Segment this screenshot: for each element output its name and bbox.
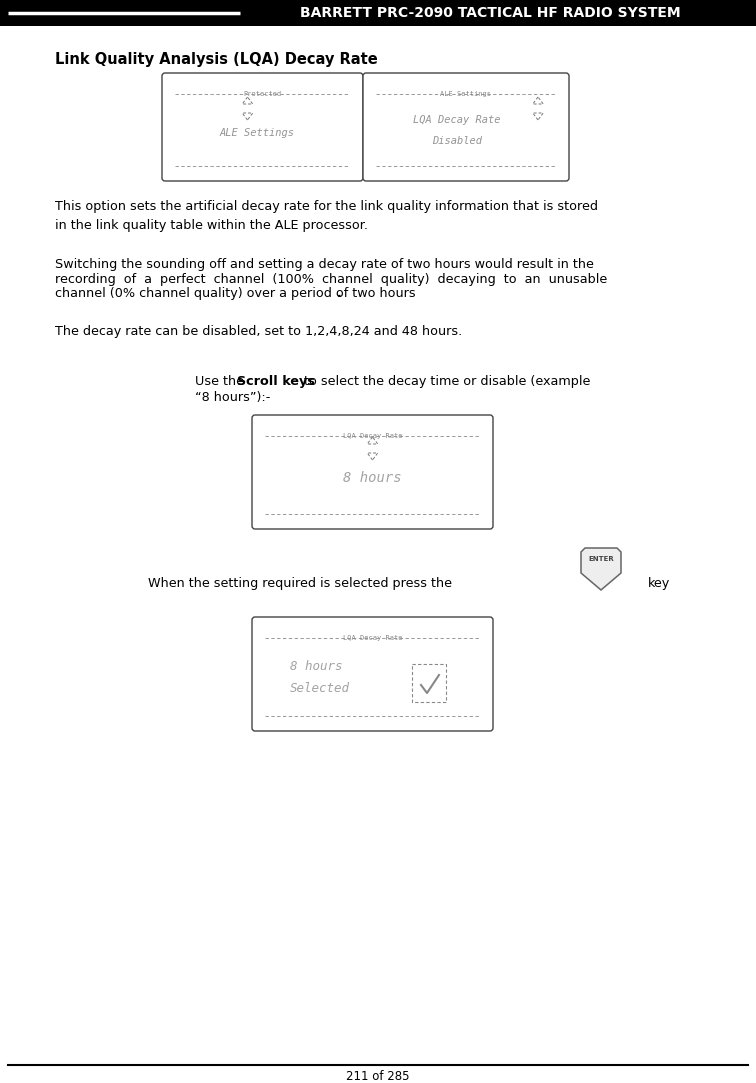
- Text: Disabled: Disabled: [432, 136, 482, 146]
- Text: channel (0% channel quality) over a period of two hours: channel (0% channel quality) over a peri…: [55, 287, 416, 300]
- Text: ALE Settings: ALE Settings: [220, 128, 295, 138]
- Text: key: key: [648, 576, 671, 589]
- Text: ENTER: ENTER: [588, 556, 614, 562]
- Text: Selected: Selected: [290, 681, 350, 694]
- Text: When the setting required is selected press the: When the setting required is selected pr…: [148, 576, 452, 589]
- FancyBboxPatch shape: [252, 415, 493, 529]
- Polygon shape: [581, 548, 621, 590]
- FancyBboxPatch shape: [0, 0, 756, 26]
- Text: BARRETT PRC-2090 TACTICAL HF RADIO SYSTEM: BARRETT PRC-2090 TACTICAL HF RADIO SYSTE…: [299, 6, 680, 19]
- Text: Switching the sounding off and setting a decay rate of two hours would result in: Switching the sounding off and setting a…: [55, 258, 594, 271]
- Text: Link Quality Analysis (LQA) Decay Rate: Link Quality Analysis (LQA) Decay Rate: [55, 52, 378, 67]
- Text: This option sets the artificial decay rate for the link quality information that: This option sets the artificial decay ra…: [55, 200, 598, 232]
- Text: 8 hours: 8 hours: [343, 471, 401, 485]
- Text: .: .: [336, 287, 342, 300]
- Text: to select the decay time or disable (example: to select the decay time or disable (exa…: [300, 375, 590, 388]
- FancyBboxPatch shape: [162, 73, 363, 181]
- FancyBboxPatch shape: [363, 73, 569, 181]
- Text: “8 hours”):-: “8 hours”):-: [195, 391, 271, 404]
- Text: Use the: Use the: [195, 375, 248, 388]
- Text: LQA Decay Rate: LQA Decay Rate: [414, 115, 500, 125]
- Text: 8 hours: 8 hours: [290, 660, 342, 673]
- Text: ALE Settings: ALE Settings: [441, 91, 491, 97]
- Text: Scroll keys: Scroll keys: [237, 375, 314, 388]
- Text: LQA Decay Rate: LQA Decay Rate: [342, 635, 402, 641]
- Text: LQA Decay Rate: LQA Decay Rate: [342, 433, 402, 439]
- Text: 211 of 285: 211 of 285: [346, 1070, 410, 1083]
- Text: Protected: Protected: [243, 91, 282, 97]
- Text: The decay rate can be disabled, set to 1,2,4,8,24 and 48 hours.: The decay rate can be disabled, set to 1…: [55, 325, 462, 338]
- FancyBboxPatch shape: [252, 617, 493, 731]
- Text: recording  of  a  perfect  channel  (100%  channel  quality)  decaying  to  an  : recording of a perfect channel (100% cha…: [55, 273, 607, 286]
